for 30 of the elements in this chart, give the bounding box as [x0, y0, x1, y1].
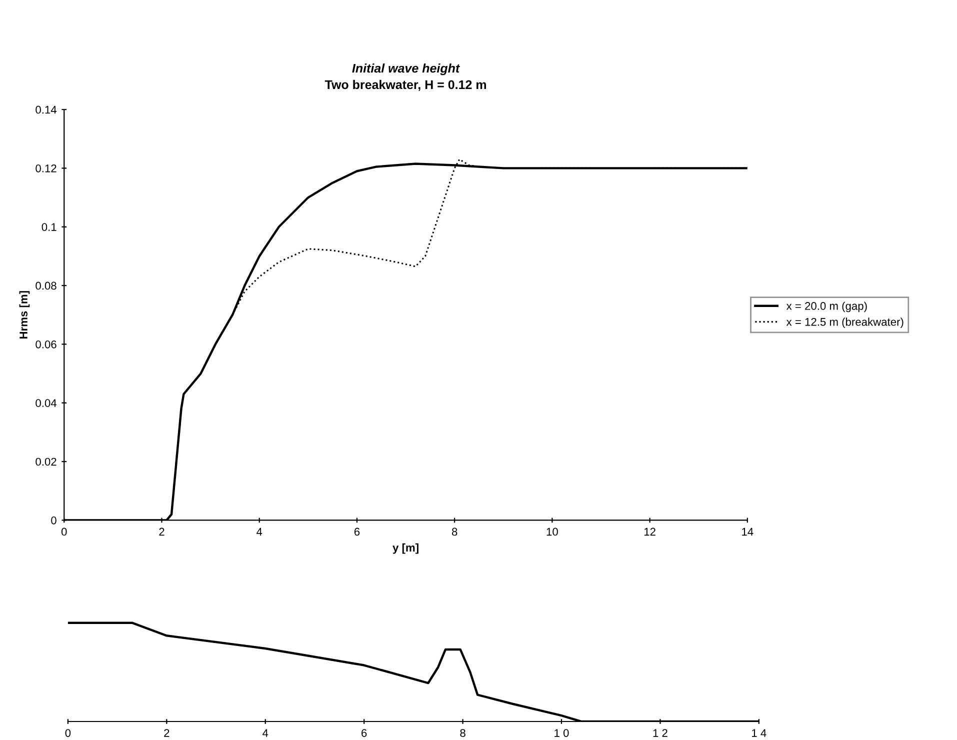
x-tick-label: 8 [460, 729, 466, 737]
y-tick-label: 0.1 [42, 223, 56, 231]
x-tick-label: 0 [65, 729, 71, 737]
y-tick-label: 0.12 [36, 164, 56, 172]
x-tick-label: 8 [452, 528, 458, 536]
x-tick-label: 6 [362, 729, 367, 737]
y-tick-label: 0.06 [36, 340, 56, 348]
x-tick-label: 4 [262, 729, 268, 737]
x-tick-label: 2 [164, 729, 170, 737]
legend-label: x = 20.0 m (gap) [786, 302, 867, 312]
x-tick-label: 1 0 [554, 729, 569, 737]
x-tick-label: 2 [159, 528, 164, 536]
chart-title: Initial wave height [352, 64, 460, 76]
x-tick-label: 0 [61, 528, 67, 536]
x-tick-label: 4 [256, 528, 262, 536]
y-tick-label: 0 [51, 516, 56, 524]
x-tick-label: 6 [354, 528, 360, 536]
x-tick-label: 12 [644, 528, 656, 536]
y-tick-label: 0.02 [36, 458, 56, 466]
y-tick-label: 0.04 [36, 399, 57, 408]
x-tick-label: 1 2 [653, 729, 668, 737]
legend-label: x = 12.5 m (breakwater) [786, 318, 904, 328]
y-tick-label: 0.08 [36, 282, 56, 290]
x-tick-label: 1 4 [752, 729, 766, 737]
x-axis-title: y [m] [392, 543, 418, 554]
y-axis-title: Hrms [m] [19, 291, 30, 339]
x-tick-label: 10 [546, 528, 558, 536]
y-tick-label: 0.14 [36, 106, 57, 114]
chart-subtitle: Two breakwater, H = 0.12 m [324, 80, 486, 91]
x-tick-label: 14 [742, 528, 754, 536]
